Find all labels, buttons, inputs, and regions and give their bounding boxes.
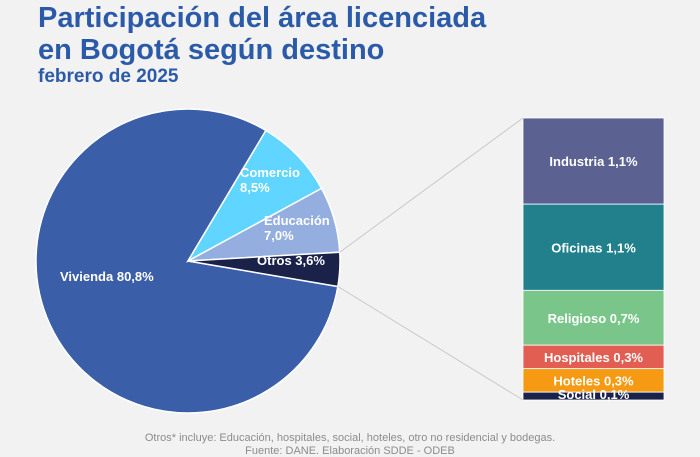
chart-title-line1: Participación del área licenciada: [38, 2, 487, 34]
chart-title-line2: en Bogotá según destino: [38, 34, 385, 66]
bar-segment: [522, 289, 665, 346]
bar-segment-label: Oficinas 1,1%: [551, 240, 636, 255]
bar-segment: [522, 117, 665, 205]
pie-slice: [187, 251, 341, 288]
bar-segment: [522, 203, 665, 291]
bar-segment-label: Religioso 0,7%: [548, 311, 640, 326]
bar-segment-label: Hospitales 0,3%: [544, 350, 643, 365]
pie-slice-label: Vivienda 80,8%: [60, 269, 154, 284]
connector-line: [337, 286, 524, 401]
bar-segment: [522, 391, 665, 401]
bar-segment-label: Social 0,1%: [558, 387, 630, 402]
source-note: Fuente: DANE. Elaboración SDDE - ODEB: [245, 445, 455, 457]
pie-slice-label: Comercio 8,5%: [240, 165, 300, 195]
pie-slice-label: Educación 7,0%: [264, 213, 330, 243]
footnote: Otros* incluye: Educación, hospitales, s…: [144, 432, 556, 444]
chart-subtitle: febrero de 2025: [38, 66, 179, 87]
bar-segment-label: Hoteles 0,3%: [553, 373, 634, 388]
pie-slice-label: Otros 3,6%: [257, 253, 325, 268]
chart-title: Participación del área licenciada en Bog…: [38, 2, 486, 66]
pie-slice: [35, 108, 339, 414]
bar-segment-label: Industria 1,1%: [549, 154, 638, 169]
connector-line: [339, 117, 524, 253]
